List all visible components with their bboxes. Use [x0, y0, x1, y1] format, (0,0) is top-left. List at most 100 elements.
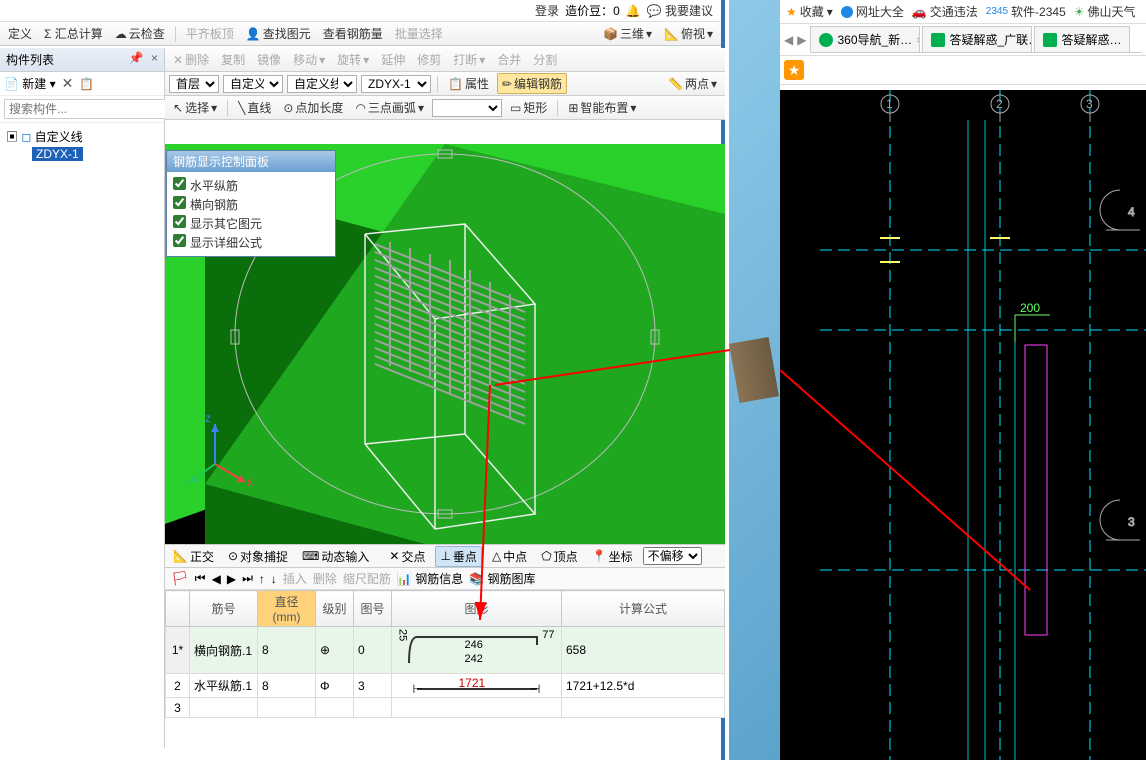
- move-button[interactable]: 移动 ▾: [289, 50, 329, 69]
- cloud-check-button[interactable]: ☁ 云检查: [111, 24, 169, 43]
- opt-transverse[interactable]: 横向钢筋: [173, 195, 329, 214]
- scale-button[interactable]: 缩尺配筋: [343, 570, 391, 587]
- opt-showdetail[interactable]: 显示详细公式: [173, 233, 329, 252]
- star-icon[interactable]: ★: [784, 60, 804, 80]
- back-button[interactable]: ◀: [784, 33, 793, 47]
- line-button[interactable]: ╲ 直线: [234, 98, 275, 117]
- table-row[interactable]: 1* 横向钢筋.1 8 ⊕ 0 25 246 242 77 6: [166, 627, 725, 674]
- copy-icon[interactable]: 📋: [79, 77, 94, 91]
- view-rebar-button[interactable]: 查看钢筋量: [319, 24, 387, 43]
- two-points-button[interactable]: 📏 两点 ▾: [664, 74, 721, 93]
- fwd-button[interactable]: ▶: [797, 33, 806, 47]
- cell-formula[interactable]: 658: [562, 627, 725, 674]
- rebar-lib-button[interactable]: 📚 钢筋图库: [469, 570, 535, 587]
- cell-figno[interactable]: 0: [354, 627, 392, 674]
- component-tree[interactable]: ▣ ◻ 自定义线 ZDYX-1: [0, 123, 164, 166]
- sum-button[interactable]: Σ 汇总计算: [40, 24, 107, 43]
- close-panel-icon[interactable]: ×: [151, 51, 158, 65]
- cell-shape[interactable]: 25 246 242 77: [392, 627, 562, 674]
- bm-link[interactable]: 2345 软件-2345: [986, 3, 1066, 20]
- col-name[interactable]: 筋号: [190, 591, 258, 627]
- line-select[interactable]: 自定义线: [287, 75, 357, 93]
- delete-button[interactable]: ✕ 删除: [169, 50, 213, 69]
- batch-select-button[interactable]: 批量选择: [391, 24, 447, 43]
- perp-toggle[interactable]: ⊥ 垂点: [435, 546, 481, 567]
- bm-link[interactable]: 网址大全: [841, 3, 904, 20]
- rebar-table[interactable]: 筋号 直径(mm) 级别 图号 图形 计算公式 1* 横向钢筋.1 8 ⊕ 0: [165, 590, 725, 718]
- mid-toggle[interactable]: △ 中点: [488, 547, 531, 566]
- up-button[interactable]: ↑: [259, 572, 265, 586]
- osnap-toggle[interactable]: ⊙ 对象捕捉: [224, 547, 292, 566]
- last-button[interactable]: ⏭: [242, 571, 253, 586]
- trim-button[interactable]: 修剪: [413, 50, 445, 69]
- close-tab-icon[interactable]: ×: [916, 33, 920, 47]
- mirror-button[interactable]: 镜像: [253, 50, 285, 69]
- copy-button[interactable]: 复制: [217, 50, 249, 69]
- rotate-button[interactable]: 旋转 ▾: [333, 50, 373, 69]
- select-button[interactable]: ↖ 选择 ▾: [169, 98, 221, 117]
- browser-tab[interactable]: 答疑解惑…: [1034, 26, 1130, 52]
- break-button[interactable]: 打断 ▾: [449, 50, 489, 69]
- addpt-button[interactable]: ⊙ 点加长度: [279, 98, 347, 117]
- rebar-display-panel[interactable]: 钢筋显示控制面板 水平纵筋 横向钢筋 显示其它图元 显示详细公式: [166, 150, 336, 257]
- apex-toggle[interactable]: ⬠ 顶点: [537, 547, 581, 566]
- table-row[interactable]: 3: [166, 698, 725, 718]
- align-top-button[interactable]: 平齐板顶: [182, 24, 238, 43]
- col-cls[interactable]: 级别: [316, 591, 354, 627]
- search-input[interactable]: [4, 99, 169, 119]
- col-fig[interactable]: 图形: [392, 591, 562, 627]
- browser-tab[interactable]: 360导航_新…×: [810, 26, 920, 52]
- define-button[interactable]: 定义: [4, 24, 36, 43]
- edit-rebar-button[interactable]: ✏ 编辑钢筋: [497, 73, 567, 94]
- tree-leaf-zdyx1[interactable]: ZDYX-1: [32, 147, 83, 161]
- rebar-info-button[interactable]: 📊 钢筋信息: [397, 570, 463, 587]
- cell-cls[interactable]: ⊕: [316, 627, 354, 674]
- ortho-toggle[interactable]: 📐 正交: [169, 547, 218, 566]
- prev-button[interactable]: ◀: [212, 572, 221, 586]
- cad-viewer[interactable]: 1 2 3 200 4 3: [780, 90, 1146, 760]
- props-button[interactable]: 📋 属性: [444, 74, 493, 93]
- bm-link[interactable]: ☀ 佛山天气: [1074, 3, 1136, 20]
- category-select[interactable]: 自定义: [223, 75, 283, 93]
- offset-select[interactable]: 不偏移: [643, 547, 702, 565]
- tree-root[interactable]: ▣ ◻ 自定义线: [4, 127, 160, 146]
- browser-tab[interactable]: 答疑解惑_广联…×: [922, 26, 1032, 52]
- extend-button[interactable]: 延伸: [377, 50, 409, 69]
- col-formula[interactable]: 计算公式: [562, 591, 725, 627]
- floor-select[interactable]: 首层: [169, 75, 219, 93]
- opt-horizontal[interactable]: 水平纵筋: [173, 176, 329, 195]
- new-button[interactable]: 📄 新建 ▾: [4, 75, 56, 92]
- insert-button[interactable]: 插入: [283, 570, 307, 587]
- id-select[interactable]: ZDYX-1: [361, 75, 431, 93]
- 3d-button[interactable]: 📦 三维 ▾: [599, 24, 656, 43]
- first-button[interactable]: ⏮: [195, 571, 206, 586]
- down-button[interactable]: ↓: [271, 572, 277, 586]
- coord-toggle[interactable]: 📍 坐标: [588, 547, 637, 566]
- browser-window: ★ 收藏 ▾ 网址大全 🚗 交通违法 2345 软件-2345 ☀ 佛山天气 ◀…: [780, 0, 1146, 760]
- cross-toggle[interactable]: ✕ 交点: [385, 547, 429, 566]
- empty-select[interactable]: [432, 99, 502, 117]
- suggest-link[interactable]: 💬 我要建议: [647, 2, 713, 19]
- cell-name[interactable]: 横向钢筋.1: [190, 627, 258, 674]
- bm-link[interactable]: 🚗 交通违法: [912, 3, 978, 20]
- split-button[interactable]: 分割: [529, 50, 561, 69]
- fav-button[interactable]: ★ 收藏 ▾: [786, 3, 833, 20]
- dyn-toggle[interactable]: ⌨ 动态输入: [298, 547, 373, 566]
- smart-button[interactable]: ⊞ 智能布置 ▾: [564, 98, 640, 117]
- find-elem-button[interactable]: 👤 查找图元: [242, 24, 315, 43]
- col-figno[interactable]: 图号: [354, 591, 392, 627]
- cell-dia[interactable]: 8: [258, 627, 316, 674]
- look-button[interactable]: 📐 俯视 ▾: [660, 24, 717, 43]
- del-row-button[interactable]: 删除: [313, 570, 337, 587]
- table-row[interactable]: 2 水平纵筋.1 8 Φ 3 1721 ⊢ ⊣ 1721+12.5*d: [166, 674, 725, 698]
- rect-button[interactable]: ▭ 矩形: [506, 98, 551, 117]
- merge-button[interactable]: 合并: [493, 50, 525, 69]
- bell-icon[interactable]: 🔔: [626, 4, 641, 18]
- next-button[interactable]: ▶: [227, 572, 236, 586]
- login-link[interactable]: 登录: [535, 2, 559, 19]
- opt-showother[interactable]: 显示其它图元: [173, 214, 329, 233]
- delete-icon[interactable]: ✕: [62, 75, 74, 92]
- col-dia[interactable]: 直径(mm): [258, 591, 316, 627]
- arc-button[interactable]: ◠ 三点画弧 ▾: [351, 98, 428, 117]
- pin-icon[interactable]: 📌: [129, 51, 144, 65]
